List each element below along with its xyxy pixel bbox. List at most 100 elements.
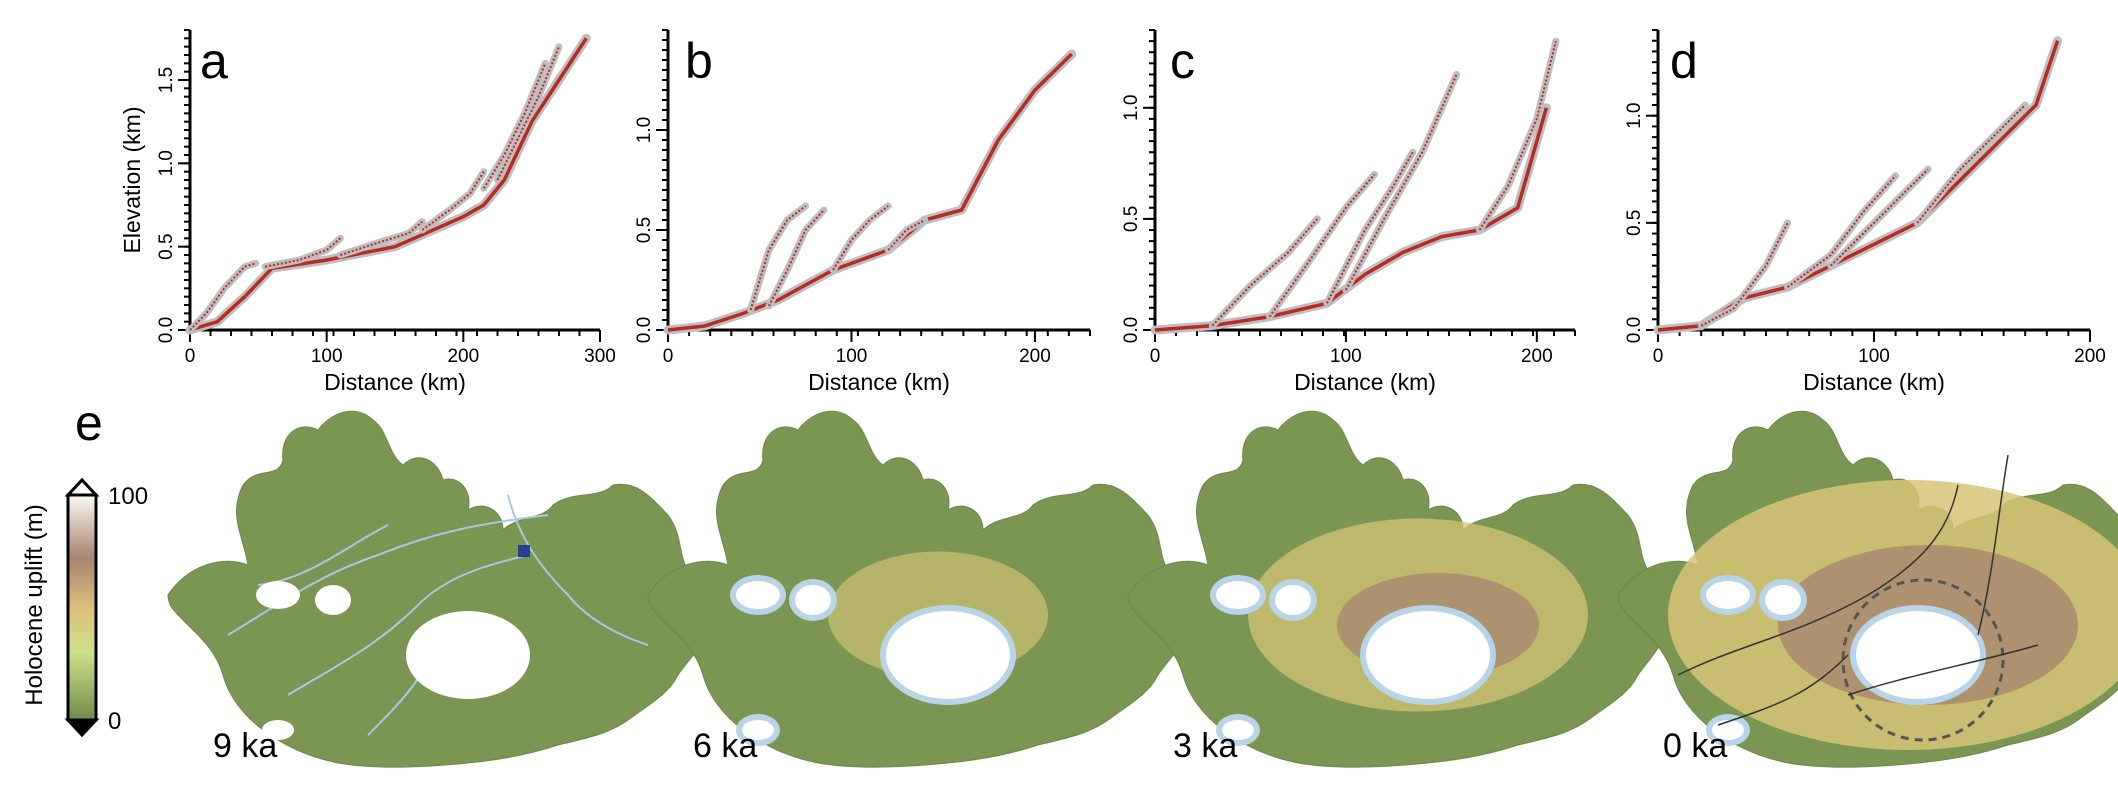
profile-line-tributary-6: [496, 46, 560, 181]
y-tick-label: 0.5: [156, 233, 177, 259]
x-tick-label: 200: [2074, 346, 2106, 367]
profile-line-trunk: [1154, 107, 1549, 332]
x-tick-label: 300: [584, 346, 616, 367]
ice-cap: [1765, 585, 1801, 615]
map-9ka: 9 ka: [167, 410, 710, 768]
y-tick-label: 1.0: [156, 150, 177, 176]
time-label: 6 ka: [693, 727, 757, 765]
panel-letter: d: [1670, 33, 1698, 89]
profile-line-tributary-2: [1268, 173, 1376, 318]
time-label: 3 ka: [1173, 727, 1237, 765]
x-tick-label: 0: [663, 346, 674, 367]
y-axis-title: Elevation (km): [119, 107, 145, 254]
profile-line-tributary-2: [1787, 175, 1897, 288]
x-axis-title: Distance (km): [808, 369, 950, 395]
ice-cap: [1366, 611, 1490, 699]
profile-line-tributary-3: [832, 205, 889, 271]
profile-line-tributary-4: [1345, 73, 1458, 291]
map-0ka: 0 ka: [1617, 410, 2118, 768]
x-tick-label: 0: [1653, 346, 1664, 367]
profile-line-tributary-5: [1478, 40, 1557, 231]
x-axis-title: Distance (km): [1803, 369, 1945, 395]
profile-line-tributary-1: [1211, 218, 1319, 327]
x-tick-label: 0: [185, 346, 196, 367]
ice-cap: [1222, 720, 1254, 740]
ice-cap: [795, 585, 831, 615]
colorbar-gradient: [66, 493, 98, 722]
ice-cap: [886, 611, 1010, 699]
profile-ridge-trunk: [185, 33, 591, 335]
profile-ridge-tributary-1: [1697, 219, 1792, 330]
x-tick-label: 100: [311, 346, 343, 367]
ice-cap: [1275, 585, 1311, 615]
y-tick-label: 0.5: [634, 217, 655, 243]
x-tick-label: 100: [836, 346, 868, 367]
ice-cap: [406, 611, 530, 699]
map-6ka: 6 ka: [647, 410, 1190, 768]
profile-line-tributary-4: [1916, 104, 2026, 224]
volcanic-zone-circle: [1841, 578, 2005, 742]
x-tick-label: 200: [447, 346, 479, 367]
x-axis-title: Distance (km): [324, 369, 466, 395]
ice-cap: [736, 581, 780, 609]
y-tick-label: 0.0: [156, 317, 177, 343]
profile-line-tributary-3: [1830, 168, 1929, 267]
ice-cap: [1706, 581, 1750, 609]
y-tick-label: 1.0: [1121, 95, 1142, 121]
x-axis-title: Distance (km): [1294, 369, 1436, 395]
profile-line-trunk: [1657, 40, 2060, 332]
y-tick-label: 0.0: [1121, 317, 1142, 343]
profile-line-tributary-1: [749, 205, 807, 311]
ice-cap: [315, 585, 351, 615]
profile-ridge-tributary-5: [480, 59, 549, 192]
fault-line: [1677, 484, 1959, 676]
profile-line-tributary-2: [265, 237, 341, 268]
profile-ridge-tributary-4: [884, 216, 929, 254]
profile-line-tributary-4: [421, 171, 485, 231]
location-marker: [518, 545, 530, 557]
colorbar: 100 0 Holocene uplift (m): [21, 477, 148, 738]
fault-line: [1977, 454, 2009, 636]
profile-ridge-trunk: [663, 49, 1077, 335]
profile-line-tributary-1: [1700, 222, 1789, 327]
river: [287, 554, 529, 696]
colorbar-min-label: 0: [108, 708, 121, 735]
ice-cap: [262, 720, 294, 740]
panel-letter-e: e: [75, 395, 103, 451]
profile-ridge-trunk: [1653, 36, 2063, 335]
panel-a: 0 100 200 300 0.0 0.5 1.0 1.5 Distance (km) Eleva…: [119, 29, 616, 395]
x-tick-label: 100: [1330, 346, 1362, 367]
river: [507, 494, 649, 646]
y-tick-label: 1.0: [634, 117, 655, 143]
x-tick-label: 200: [1521, 346, 1553, 367]
x-tick-label: 200: [1019, 346, 1051, 367]
y-tick-label: 0.5: [1121, 206, 1142, 232]
y-tick-label: 1.5: [156, 67, 177, 93]
profile-line-tributary-5: [482, 62, 547, 189]
y-tick-label: 0.5: [1624, 210, 1645, 236]
profile-line-tributary-3: [339, 220, 423, 256]
ice-cap: [1856, 611, 1980, 699]
panel-letter: c: [1170, 33, 1195, 89]
panel-d: 0 100 200 0.0 0.5 1.0 Distance (km) d: [1624, 29, 2106, 395]
map-3ka: 3 ka: [1127, 410, 1670, 768]
x-tick-label: 100: [1858, 346, 1890, 367]
y-tick-label: 0.0: [634, 317, 655, 343]
profile-line-tributary-4: [887, 219, 926, 251]
time-label: 0 ka: [1663, 727, 1727, 765]
profile-line-tributary-3: [1325, 151, 1414, 304]
y-tick-label: 1.0: [1624, 103, 1645, 129]
ice-cap: [742, 720, 774, 740]
profile-line-trunk: [189, 37, 588, 332]
time-label: 9 ka: [213, 727, 277, 765]
x-tick-label: 0: [1150, 346, 1161, 367]
profile-line-tributary-2: [768, 209, 825, 307]
panel-b: 0 100 200 0.0 0.5 1.0 Distance (km) b: [634, 29, 1091, 395]
panel-letter: a: [200, 33, 228, 89]
fault-line: [1717, 654, 1849, 726]
profile-ridge-tributary-1: [186, 259, 260, 334]
panel-letter: b: [685, 33, 713, 89]
colorbar-title: Holocene uplift (m): [21, 504, 48, 705]
panel-c: 0 100 200 0.0 0.5 1.0 Distance (km) c: [1121, 29, 1576, 395]
